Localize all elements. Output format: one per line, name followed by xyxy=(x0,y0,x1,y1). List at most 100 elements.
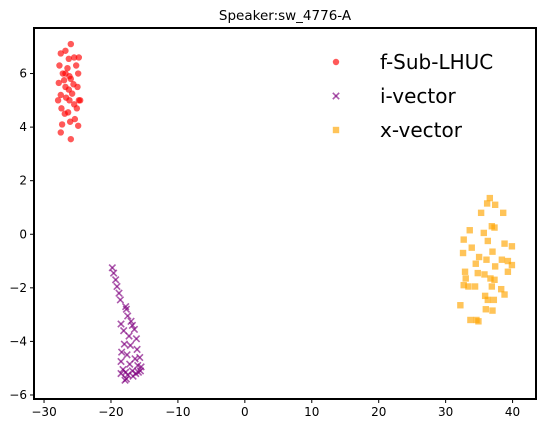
data-point xyxy=(135,353,144,362)
data-point xyxy=(67,40,75,48)
x-tick-label: 20 xyxy=(371,405,386,419)
legend-label: x-vector xyxy=(380,118,463,142)
data-point xyxy=(115,289,123,297)
legend-label: f-Sub-LHUC xyxy=(380,50,493,74)
data-point xyxy=(500,209,507,217)
y-tick-label: 2 xyxy=(19,174,27,188)
data-point xyxy=(117,348,126,356)
legend: f-Sub-LHUC i-vector x-vector xyxy=(332,50,493,142)
data-point xyxy=(58,105,65,112)
data-point xyxy=(121,376,129,385)
legend-marker xyxy=(332,126,340,134)
data-point xyxy=(486,194,494,202)
data-point xyxy=(65,55,73,63)
data-point xyxy=(66,118,74,125)
y-tick-label: 6 xyxy=(19,67,27,81)
data-point xyxy=(113,282,121,291)
data-point xyxy=(482,306,489,313)
data-point xyxy=(74,122,82,129)
data-point xyxy=(72,62,80,69)
data-point xyxy=(490,296,498,304)
data-point xyxy=(468,244,475,251)
legend-marker xyxy=(332,92,340,100)
data-point xyxy=(491,263,499,270)
data-point xyxy=(125,360,134,368)
y-tick-label: −4 xyxy=(9,334,27,348)
data-point xyxy=(457,302,464,309)
data-point xyxy=(497,285,505,293)
data-point xyxy=(472,260,479,267)
x-tick-label: 40 xyxy=(505,405,520,419)
data-point xyxy=(117,320,125,328)
data-point xyxy=(508,243,516,250)
data-point xyxy=(117,369,125,378)
data-point xyxy=(466,227,473,234)
y-tick-label: −6 xyxy=(9,388,27,402)
data-point xyxy=(498,256,506,263)
x-axis: −30 −20 −10 0 10 20 30 40 xyxy=(31,399,520,419)
data-point xyxy=(108,263,117,272)
data-point xyxy=(57,50,64,57)
data-point xyxy=(474,269,481,277)
y-tick-label: −2 xyxy=(9,281,27,295)
data-point xyxy=(487,275,494,282)
data-point xyxy=(460,236,467,243)
data-point xyxy=(501,291,508,298)
data-point xyxy=(56,62,63,69)
data-point xyxy=(491,224,498,231)
data-point xyxy=(491,276,498,283)
data-point xyxy=(465,283,472,290)
x-tick-label: −30 xyxy=(31,405,56,419)
data-point xyxy=(484,237,492,245)
data-point xyxy=(55,79,62,87)
plot-frame xyxy=(33,27,537,400)
data-point xyxy=(75,97,83,104)
x-tick-label: −20 xyxy=(98,405,123,419)
data-point xyxy=(117,357,125,366)
data-point xyxy=(491,201,499,208)
data-point xyxy=(483,200,491,207)
data-point xyxy=(480,229,487,237)
data-point xyxy=(460,281,467,289)
data-point xyxy=(58,121,66,128)
x-tick-label: 30 xyxy=(438,405,453,419)
data-point xyxy=(57,91,64,99)
data-point xyxy=(68,90,76,97)
data-point xyxy=(109,269,118,277)
data-point xyxy=(128,321,137,330)
data-point xyxy=(123,351,131,359)
data-point xyxy=(120,340,129,348)
data-point xyxy=(459,249,467,257)
data-point xyxy=(481,271,488,278)
data-point xyxy=(71,115,79,123)
x-tick-label: 10 xyxy=(304,405,319,419)
data-point xyxy=(54,97,62,104)
data-point xyxy=(133,345,141,354)
data-point xyxy=(61,110,68,117)
data-point xyxy=(489,307,496,314)
data-point xyxy=(483,256,490,263)
data-point xyxy=(488,283,496,290)
data-point xyxy=(461,268,469,275)
data-point xyxy=(74,83,81,91)
chart-title: Speaker:sw_4776-A xyxy=(219,8,352,24)
data-point xyxy=(122,305,131,314)
data-point xyxy=(116,296,125,304)
data-point xyxy=(481,292,489,300)
data-point xyxy=(74,70,82,77)
data-point xyxy=(132,334,141,343)
legend-label: i-vector xyxy=(380,84,456,108)
y-tick-label: 4 xyxy=(19,120,27,134)
data-point xyxy=(501,240,508,247)
data-point xyxy=(60,77,68,84)
data-point xyxy=(467,316,474,324)
plot-points xyxy=(54,40,516,385)
data-point xyxy=(73,105,81,112)
x-tick-label: 0 xyxy=(241,405,249,419)
y-tick-label: 0 xyxy=(19,227,27,241)
data-point xyxy=(119,326,128,335)
legend-marker xyxy=(332,58,340,66)
data-point xyxy=(70,54,78,61)
data-point xyxy=(66,97,73,104)
